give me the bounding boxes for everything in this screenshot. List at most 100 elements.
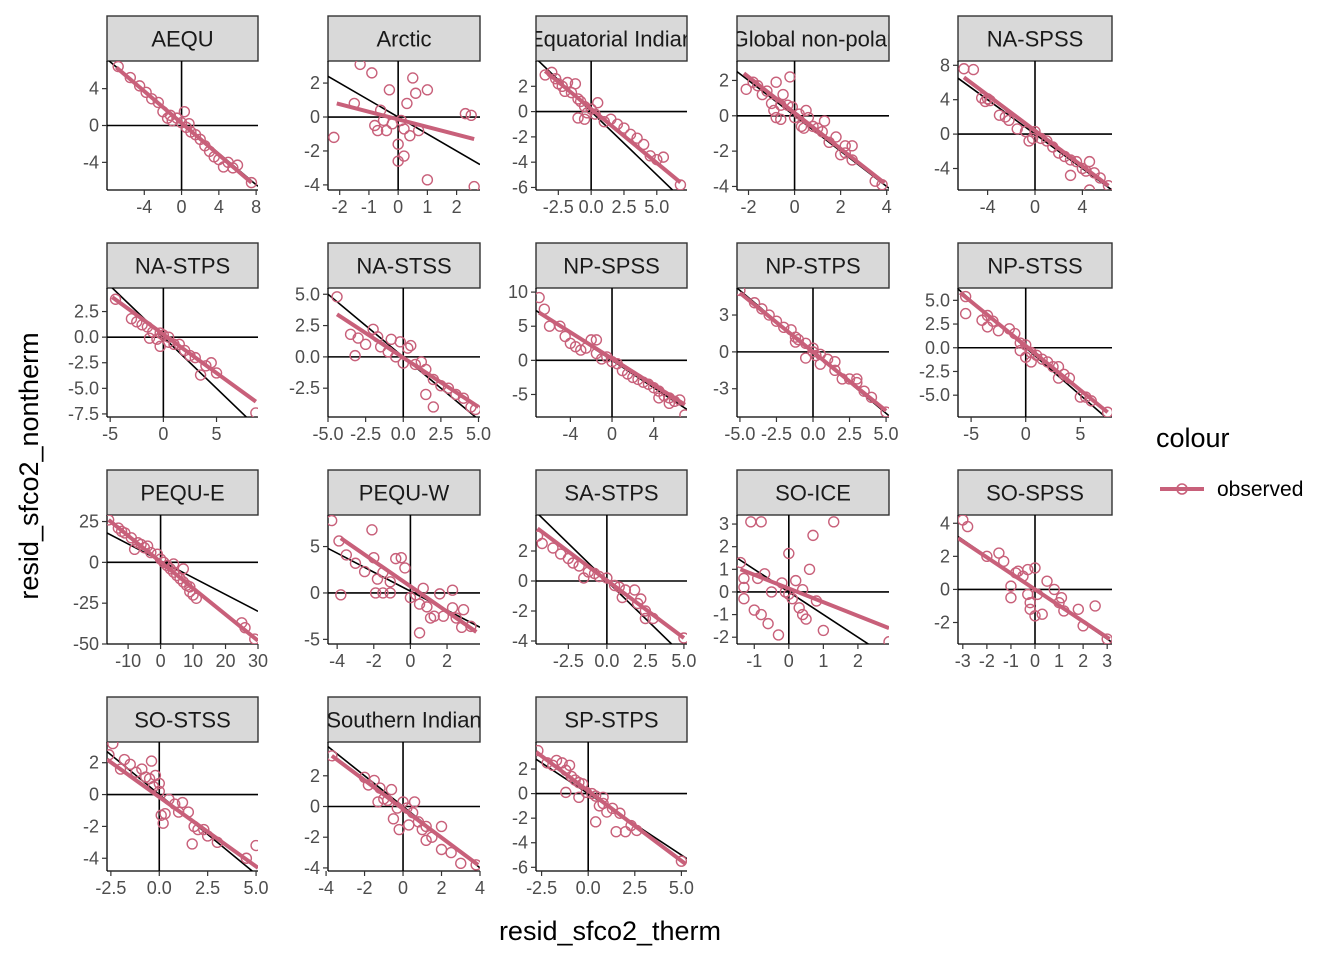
facet-strip-label: Arctic — [377, 27, 432, 52]
facet-strip — [327, 15, 481, 62]
data-point — [401, 97, 413, 110]
data-point — [404, 591, 417, 604]
data-point — [189, 351, 201, 364]
data-point — [445, 846, 457, 859]
y-tick-label: -5.0 — [68, 378, 99, 398]
y-tick-label: -2.5 — [919, 361, 950, 381]
regression-fit-line — [111, 295, 258, 404]
y-tick-label: -2 — [512, 601, 528, 621]
x-tick-label: -2 — [332, 197, 348, 217]
data-point — [446, 602, 459, 614]
data-point — [387, 813, 400, 825]
y-tick-label: 3 — [719, 305, 729, 325]
data-point — [384, 587, 396, 599]
regression-fit-line — [538, 310, 686, 407]
data-point — [1101, 406, 1112, 417]
data-point — [762, 617, 774, 630]
x-tick-label: 0 — [156, 651, 166, 671]
facet-strip — [535, 242, 688, 289]
data-point — [421, 174, 434, 186]
data-point — [128, 543, 141, 555]
x-tick-label: 0 — [177, 197, 187, 217]
facet-strip — [736, 469, 890, 516]
x-tick-label: -2 — [741, 197, 757, 217]
data-point — [777, 88, 789, 101]
data-point — [420, 388, 432, 401]
facet-strip — [106, 696, 259, 743]
x-tick-label: 2 — [1078, 651, 1088, 671]
x-tick-label: 4 — [214, 197, 224, 217]
regression-fit-line — [742, 71, 886, 185]
data-point — [407, 72, 419, 84]
panel-plot-area — [958, 288, 1112, 417]
y-tick-label: 2 — [518, 76, 528, 96]
y-tick-label: 2.5 — [295, 316, 320, 336]
y-tick-label: 0.0 — [295, 347, 320, 367]
data-point — [563, 759, 576, 772]
panel-plot-area — [958, 61, 1112, 190]
data-point — [1101, 633, 1112, 644]
data-point — [408, 796, 421, 808]
data-point — [371, 573, 384, 585]
x-tick-label: -10 — [115, 651, 141, 671]
y-tick-label: 0 — [719, 342, 729, 362]
facet-panel-np-stss: NP-STSS -5 0 5 5.0 2.5 0.0 -2.5 -5.0 — [919, 242, 1113, 444]
facet-strip-label: SA-STPS — [564, 481, 658, 506]
x-tick-label: 2.5 — [428, 424, 453, 444]
x-tick-label: 10 — [183, 651, 203, 671]
x-tick-label: 0.0 — [800, 424, 825, 444]
data-point — [839, 147, 851, 159]
facet-strip — [535, 696, 688, 743]
y-tick-label: 5.0 — [295, 284, 320, 304]
data-point — [413, 598, 426, 610]
data-point — [1048, 583, 1060, 596]
data-point — [390, 552, 402, 565]
facet-strip-label: SO-SPSS — [986, 481, 1084, 506]
data-point — [547, 542, 559, 554]
y-tick-label: 0 — [89, 552, 99, 572]
data-point — [1023, 135, 1035, 147]
facet-strip-label: SP-STPS — [564, 708, 658, 733]
data-point — [428, 610, 440, 622]
y-tick-label: -3 — [713, 379, 729, 399]
data-point — [1083, 184, 1096, 190]
data-point — [639, 612, 652, 625]
data-point — [610, 825, 622, 838]
data-point — [793, 602, 805, 614]
data-point — [405, 339, 417, 352]
data-point — [770, 315, 783, 327]
panel-plot-area — [536, 742, 687, 871]
reference-line — [107, 532, 258, 613]
x-tick-label: -4 — [329, 651, 345, 671]
data-point — [328, 131, 340, 144]
data-point — [961, 520, 974, 533]
data-point — [392, 138, 404, 150]
x-tick-label: -2.5 — [553, 651, 584, 671]
y-tick-label: 25 — [79, 512, 99, 532]
data-point — [967, 63, 980, 76]
data-point — [421, 601, 433, 613]
y-tick-label: -4 — [934, 159, 950, 179]
data-point — [146, 93, 158, 105]
data-point — [800, 613, 812, 625]
x-tick-label: -2.5 — [95, 878, 126, 898]
x-tick-label: 0 — [784, 651, 794, 671]
data-point — [177, 563, 190, 575]
data-point — [450, 612, 462, 624]
y-tick-label: -5 — [512, 384, 528, 404]
regression-fit-line — [107, 757, 258, 870]
data-point — [618, 122, 630, 134]
x-tick-label: 0 — [1030, 197, 1040, 217]
data-point — [1011, 123, 1023, 135]
x-tick-label: -4 — [318, 878, 334, 898]
data-point — [572, 112, 584, 124]
y-tick-label: -2 — [304, 827, 320, 847]
data-point — [631, 132, 643, 144]
x-tick-label: -3 — [955, 651, 971, 671]
y-tick-label: -25 — [73, 593, 99, 613]
data-point — [354, 61, 366, 71]
data-point — [470, 859, 480, 871]
y-tick-label: -2 — [713, 141, 729, 161]
data-point — [149, 769, 162, 782]
x-tick-label: -2.5 — [526, 878, 557, 898]
